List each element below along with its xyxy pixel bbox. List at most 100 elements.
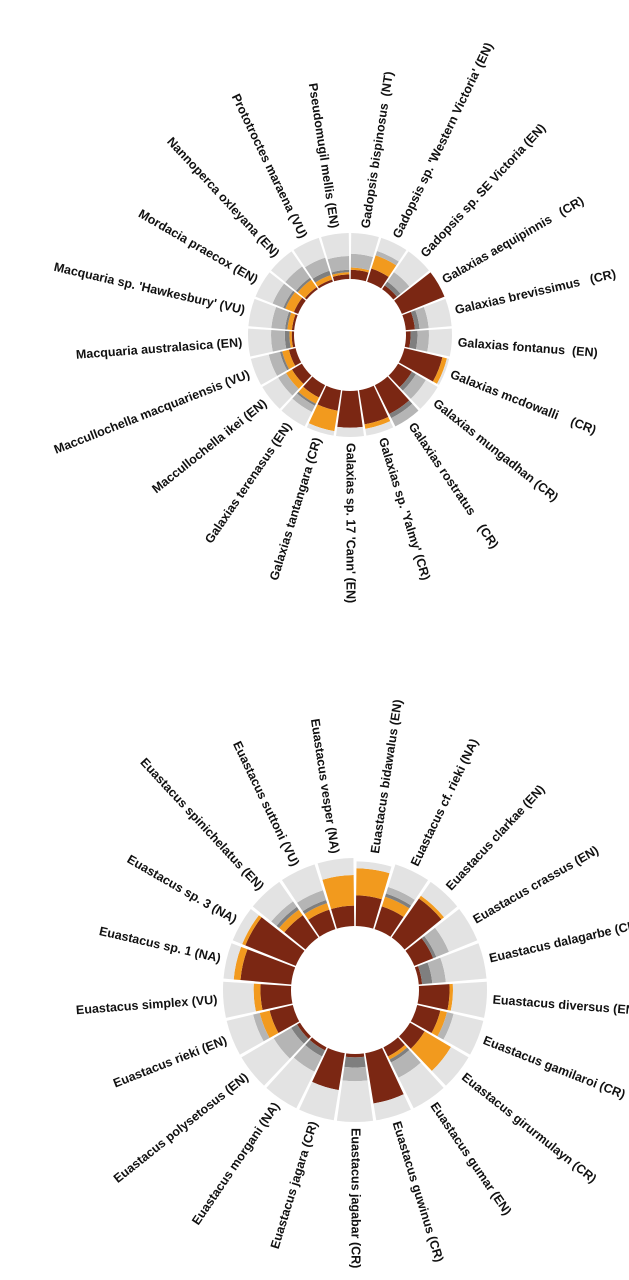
bar-segment (304, 903, 330, 920)
bar-segment (232, 908, 259, 945)
bar-segment (344, 1056, 366, 1068)
bar-segment (410, 1004, 441, 1033)
bar-segment (223, 943, 242, 980)
bar-segment (387, 1044, 408, 1060)
bar-segment (431, 1046, 469, 1086)
bar-segment (350, 267, 370, 273)
category-label: Galaxias sp. 17 'Cann' (EN) (344, 443, 358, 603)
bar-segment (337, 390, 363, 428)
bar-segment (387, 272, 410, 294)
bar-segment (279, 351, 290, 371)
bar-segment (292, 393, 315, 412)
bar-segment (410, 1031, 451, 1071)
bar-segment (443, 1013, 484, 1055)
bar-segment (374, 376, 410, 415)
bar-segment (285, 311, 292, 330)
bar-segment (386, 886, 415, 906)
bar-segment (423, 298, 452, 329)
category-label: Galaxias brevissimus (CR) (454, 267, 618, 317)
bar-segment (291, 363, 312, 384)
bar-segment (365, 421, 394, 436)
bar-segment (336, 1080, 374, 1122)
category-label: Galaxias fontanus (EN) (457, 335, 598, 359)
bar-segment (291, 1024, 309, 1044)
bar-segment (233, 946, 248, 981)
bar-segment (327, 256, 350, 273)
bar-segment (356, 861, 392, 874)
bar-segment (295, 277, 312, 293)
category-label: Galaxias tantangara (CR) (267, 436, 324, 582)
bar-segment (331, 905, 355, 929)
bar-segment (317, 279, 333, 289)
bar-segment (306, 423, 335, 436)
bar-segment (262, 377, 293, 409)
category-label: Euastacus gamilaroi (CR) (481, 1033, 627, 1101)
category-label: Euastacus diversus (EN) (492, 993, 629, 1018)
bar-segment (269, 1004, 300, 1033)
category-label: Euastacus sp. 1 (NA) (98, 924, 222, 965)
bar-segment (356, 868, 390, 900)
bar-segment (299, 1081, 339, 1121)
bar-segment (420, 881, 458, 918)
bar-segment (271, 307, 290, 330)
bar-segment (288, 348, 302, 366)
bar-segment (374, 906, 404, 937)
bar-segment (332, 274, 350, 282)
bar-segment (293, 1044, 323, 1072)
bar-segment (283, 290, 295, 309)
bar-segment (414, 966, 423, 985)
bar-segment (421, 936, 437, 959)
bar-segment (226, 1014, 264, 1055)
bar-segment (402, 374, 426, 399)
bar-segment (317, 385, 341, 411)
bar-segment (248, 328, 273, 357)
bar-segment (317, 858, 354, 880)
bar-segment (278, 372, 299, 396)
category-label: Euastacus jagara (CR) (268, 1120, 320, 1251)
bar-segment (279, 909, 303, 933)
category-label: Euastacus cf. rieki (NA) (408, 737, 481, 869)
bar-segment (398, 348, 443, 382)
bar-segment (388, 864, 429, 900)
category-label: Euastacus sp. 3 (NA) (125, 852, 240, 926)
category-label: Euastacus gumar (EN) (428, 1100, 515, 1218)
bar-segment (364, 417, 391, 429)
bar-segment (418, 895, 445, 920)
bar-segment (373, 1094, 411, 1121)
bar-segment (409, 330, 418, 350)
bar-segment (405, 938, 434, 966)
bar-segment (281, 864, 323, 903)
bar-segment (297, 890, 327, 912)
bar-segment (271, 330, 287, 352)
category-label: Euastacus crassus (EN) (471, 843, 601, 926)
bar-segment (312, 270, 331, 283)
bar-segment (359, 385, 389, 425)
bar-segment (282, 349, 296, 370)
bar-segment (391, 403, 419, 427)
bar-segment (427, 328, 453, 357)
bar-segment (355, 895, 382, 929)
bar-segment (248, 298, 277, 329)
bar-segment (417, 984, 450, 1010)
bar-segment (342, 1066, 368, 1082)
bar-segment (415, 330, 429, 352)
category-label: Macquaria australasica (EN) (75, 335, 242, 361)
category-label: Pseudomugil mellis (EN) (306, 82, 342, 229)
bar-segment (293, 297, 306, 314)
radial-chart: Gadopsis bispinosus (NT)Gadopsis sp. 'We… (52, 40, 617, 603)
bar-segment (431, 1010, 447, 1037)
bar-segment (418, 962, 433, 985)
bar-segment (399, 371, 416, 391)
bar-segment (271, 901, 297, 926)
bar-segment (260, 984, 293, 1010)
bar-segment (297, 1022, 311, 1039)
bar-segment (285, 292, 303, 313)
bar-segment (252, 881, 293, 922)
bar-segment (289, 331, 294, 348)
bar-segment (284, 330, 291, 349)
bar-segment (382, 285, 397, 300)
category-label: Euastacus jagabar (CR) (349, 1128, 363, 1268)
radial-chart: Euastacus bidawalus (EN) Euastacus cf. ri… (75, 699, 629, 1269)
bar-segment (273, 1027, 304, 1059)
bar-segment (266, 1057, 315, 1109)
